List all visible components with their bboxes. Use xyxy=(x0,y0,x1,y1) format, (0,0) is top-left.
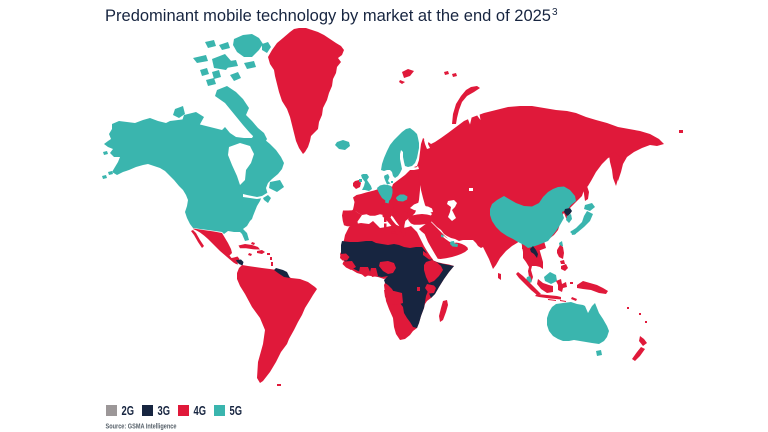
svg-text:4G: 4G xyxy=(194,403,207,418)
svg-text:Predominant mobile technology: Predominant mobile technology by market … xyxy=(105,7,551,25)
svg-text:5G: 5G xyxy=(230,403,243,418)
svg-text:3: 3 xyxy=(552,7,558,18)
svg-text:2G: 2G xyxy=(122,403,135,418)
svg-text:3G: 3G xyxy=(158,403,171,418)
svg-text:Source: GSMA Intelligence: Source: GSMA Intelligence xyxy=(106,422,177,431)
